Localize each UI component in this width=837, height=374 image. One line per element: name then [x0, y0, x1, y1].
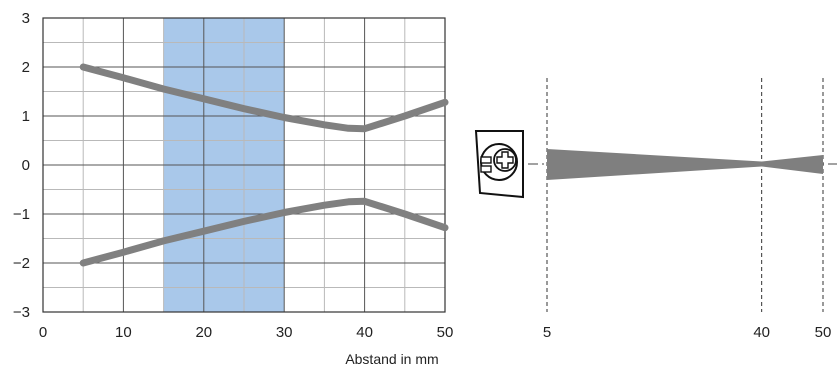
beam-shape — [547, 149, 823, 180]
y-tick-label: 2 — [22, 59, 30, 76]
schematic-tick-label: 40 — [753, 324, 770, 341]
y-tick-label: 0 — [22, 157, 30, 174]
x-tick-label: 50 — [437, 324, 454, 341]
x-tick-label: 20 — [195, 324, 212, 341]
y-tick-label: −2 — [13, 255, 30, 272]
y-tick-label: 3 — [22, 10, 30, 27]
schematic-tick-labels: 5 40 50 — [543, 324, 832, 341]
schematic-tick-label: 50 — [815, 324, 832, 341]
schematic-tick-label: 5 — [543, 324, 551, 341]
major-gridlines — [43, 18, 445, 312]
beam-schematic: 5 40 50 — [474, 78, 837, 341]
lower-curve — [79, 197, 449, 267]
y-tick-label: −1 — [13, 206, 30, 223]
distance-markers — [546, 78, 824, 312]
upper-curve — [79, 63, 449, 133]
x-tick-label: 30 — [276, 324, 293, 341]
y-tick-label: −3 — [13, 304, 30, 321]
plot-frame — [42, 17, 446, 313]
y-tick-label: 1 — [22, 108, 30, 125]
y-tick-labels: 3 2 1 0 −1 −2 −3 — [13, 10, 30, 321]
curves — [79, 63, 449, 267]
sensor-icon — [474, 130, 524, 199]
x-tick-label: 10 — [115, 324, 132, 341]
x-axis-label: Abstand in mm — [345, 351, 438, 367]
x-tick-label: 0 — [39, 324, 47, 341]
x-tick-labels: 0 10 20 30 40 50 — [39, 324, 454, 341]
x-tick-label: 40 — [356, 324, 373, 341]
